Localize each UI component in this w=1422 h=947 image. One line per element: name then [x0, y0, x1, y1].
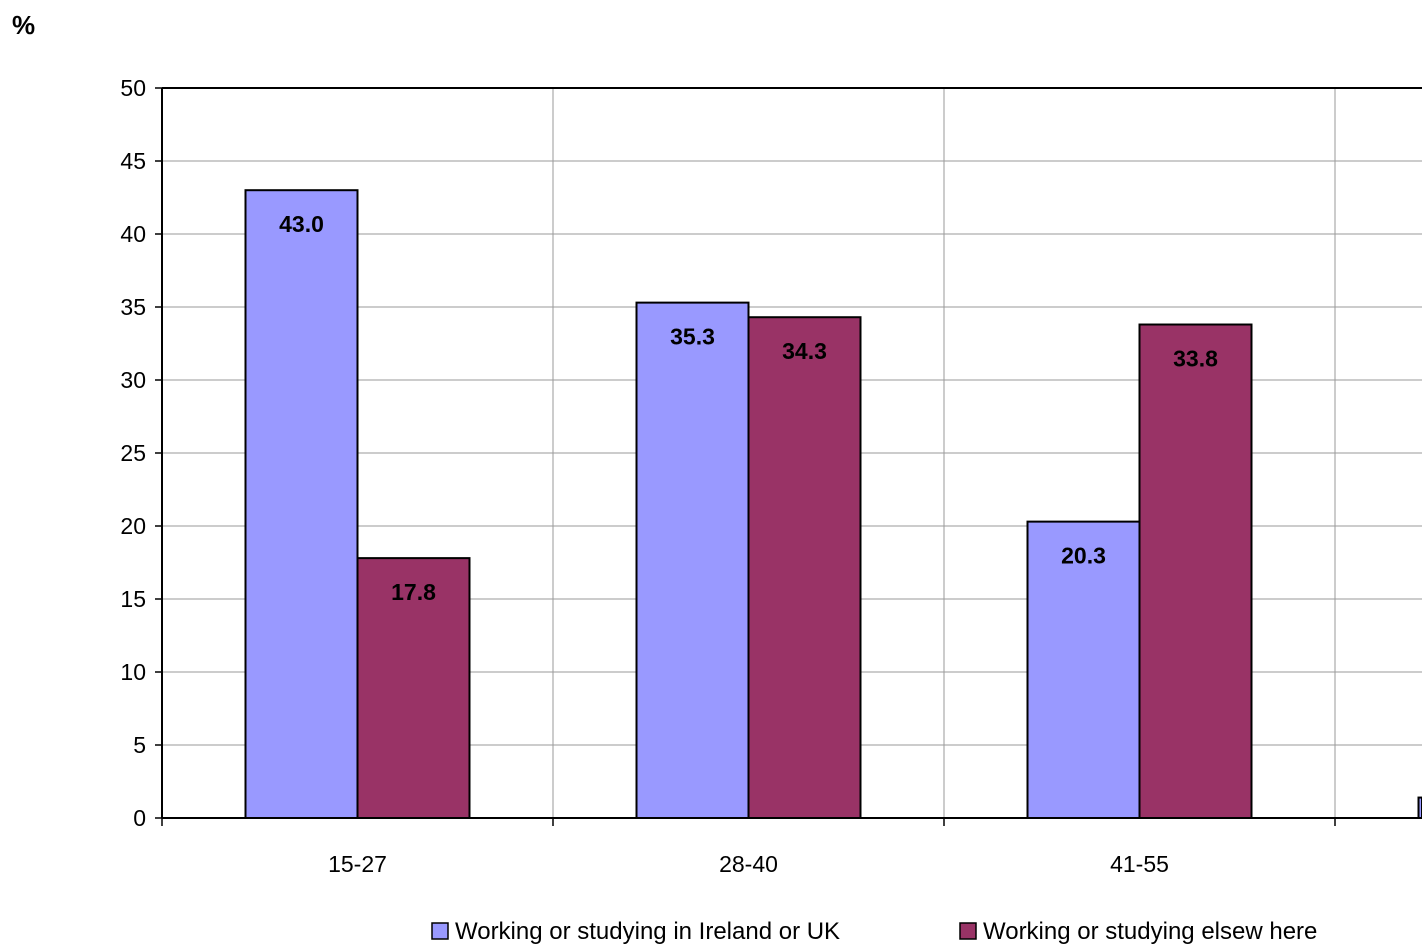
x-tick-label: 15-27 — [328, 851, 387, 877]
y-tick-label: 35 — [120, 294, 146, 320]
data-label: 34.3 — [782, 338, 827, 364]
bar — [244, 189, 359, 819]
bar — [747, 316, 862, 819]
x-tick-label: 28-40 — [719, 851, 778, 877]
bar — [1417, 796, 1422, 819]
y-tick-label: 50 — [120, 75, 146, 101]
y-axis-unit-label: % — [12, 10, 35, 40]
data-label: 17.8 — [391, 579, 436, 605]
bars — [244, 189, 1422, 819]
legend-label-series-2: Working or studying elsew here — [983, 918, 1317, 945]
bar — [635, 301, 750, 819]
data-label: 33.8 — [1173, 346, 1218, 372]
y-tick-label: 5 — [133, 732, 146, 758]
y-tick-label: 15 — [120, 586, 146, 612]
y-axis-ticks: 0 5 10 15 20 25 30 35 40 45 50 — [120, 75, 162, 831]
data-label: 20.3 — [1061, 543, 1106, 569]
legend: Working or studying in Ireland or UK Wor… — [431, 918, 1317, 945]
y-tick-label: 10 — [120, 659, 146, 685]
y-tick-label: 40 — [120, 221, 146, 247]
y-tick-label: 25 — [120, 440, 146, 466]
bar — [1138, 323, 1253, 819]
data-label: 35.3 — [670, 324, 715, 350]
y-tick-label: 30 — [120, 367, 146, 393]
data-labels: 43.0 17.8 35.3 34.3 20.3 33.8 — [279, 211, 1218, 605]
legend-label-series-1: Working or studying in Ireland or UK — [455, 918, 840, 945]
x-axis-ticks: 15-27 28-40 41-55 — [161, 818, 1336, 877]
y-tick-label: 45 — [120, 148, 146, 174]
data-label: 43.0 — [279, 211, 324, 237]
y-tick-label: 0 — [133, 805, 146, 831]
legend-swatch-series-2 — [959, 922, 977, 940]
y-tick-label: 20 — [120, 513, 146, 539]
bar — [356, 557, 471, 819]
legend-swatch-series-1 — [431, 922, 449, 940]
bar — [1026, 520, 1141, 819]
x-tick-label: 41-55 — [1110, 851, 1169, 877]
